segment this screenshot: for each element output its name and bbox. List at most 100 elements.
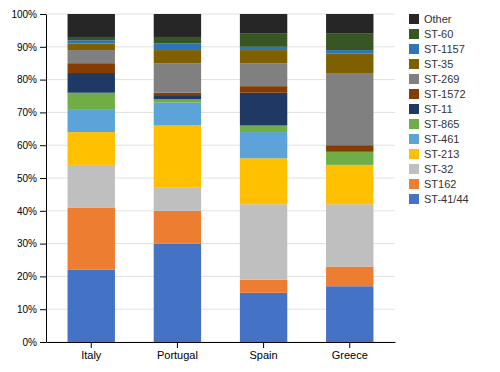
legend-label: ST-461: [424, 133, 459, 145]
y-tick-label: 40%: [17, 206, 37, 217]
bar-segment: [154, 50, 201, 63]
legend-label: ST162: [424, 178, 456, 190]
legend-label: ST-213: [424, 148, 459, 160]
legend-item: ST-41/44: [409, 193, 469, 205]
bar-segment: [154, 93, 201, 96]
y-tick-label: 80%: [17, 74, 37, 85]
bar-segment: [240, 132, 287, 158]
y-tick-label: 30%: [17, 238, 37, 249]
series: [68, 63, 374, 152]
legend-label: ST-269: [424, 73, 459, 85]
legend-swatch: [409, 44, 419, 54]
x-tick-mark: [177, 342, 178, 348]
bar-segment: [240, 280, 287, 293]
bar-segment: [68, 40, 115, 43]
bar-segment: [154, 14, 201, 37]
legend-item: ST-213: [409, 148, 459, 160]
series: [68, 165, 374, 280]
legend-label: ST-1572: [424, 88, 466, 100]
y-tick-mark: [40, 342, 46, 343]
legend-swatch: [409, 194, 419, 204]
legend-item: ST-1157: [409, 43, 465, 55]
bar-segment: [154, 126, 201, 188]
bar-segment: [326, 14, 373, 34]
bar-segment: [68, 208, 115, 270]
bar-segment: [154, 244, 201, 342]
x-tick: Portugal: [157, 342, 198, 361]
y-tick: 100%: [11, 9, 46, 20]
y-tick-label: 60%: [17, 140, 37, 151]
legend-item: ST-1572: [409, 88, 466, 100]
legend: Other ST-60 ST-1157 ST-35 ST-269 ST-1572 ST-11…: [409, 13, 469, 205]
bar-segment: [240, 86, 287, 93]
legend-item: ST-269: [409, 73, 459, 85]
legend-swatch: [409, 74, 419, 84]
bar-segment: [68, 50, 115, 63]
bars: [68, 14, 374, 342]
y-axis: 0%10%20%30%40%50%60%70%80%90%100%: [11, 9, 46, 348]
y-tick: 60%: [17, 140, 46, 151]
y-tick-mark: [40, 276, 46, 277]
bar-segment: [240, 204, 287, 279]
y-tick-mark: [40, 309, 46, 310]
legend-item: ST-461: [409, 133, 459, 145]
series: [68, 14, 374, 37]
legend-item: ST-11: [409, 103, 453, 115]
y-tick-label: 100%: [11, 9, 37, 20]
y-tick: 30%: [17, 238, 46, 249]
legend-swatch: [409, 164, 419, 174]
series: [68, 50, 374, 145]
x-tick-mark: [349, 342, 350, 348]
y-tick: 80%: [17, 74, 46, 85]
grid: [46, 14, 395, 342]
bar-segment: [240, 34, 287, 47]
legend-item: ST-60: [409, 28, 453, 40]
x-tick: Italy: [81, 342, 102, 361]
legend-swatch: [409, 119, 419, 129]
y-tick-mark: [40, 80, 46, 81]
bar-segment: [326, 145, 373, 152]
bar-segment: [326, 34, 373, 50]
bar-segment: [68, 270, 115, 342]
y-axis-line: [46, 15, 47, 343]
legend-item: ST-35: [409, 58, 453, 70]
y-tick-mark: [40, 178, 46, 179]
bar-segment: [326, 152, 373, 165]
y-tick: 20%: [17, 271, 46, 282]
legend-swatch: [409, 29, 419, 39]
legend-label: ST-41/44: [424, 193, 469, 205]
bar-segment: [326, 267, 373, 287]
y-tick: 70%: [17, 107, 46, 118]
x-tick-mark: [263, 342, 264, 348]
bar-segment: [240, 293, 287, 342]
legend-item: ST-865: [409, 118, 459, 130]
x-tick-label: Spain: [250, 349, 278, 361]
x-tick-label: Portugal: [157, 349, 198, 361]
legend-label: ST-32: [424, 163, 453, 175]
bar-segment: [240, 63, 287, 86]
legend-label: Other: [424, 13, 452, 25]
legend-swatch: [409, 89, 419, 99]
y-tick: 50%: [17, 173, 46, 184]
y-tick-mark: [40, 211, 46, 212]
y-tick-mark: [40, 47, 46, 48]
legend-item: ST-32: [409, 163, 453, 175]
bar-segment: [154, 103, 201, 126]
legend-swatch: [409, 149, 419, 159]
bar-segment: [68, 132, 115, 165]
x-tick-mark: [91, 342, 92, 348]
plot: 0%10%20%30%40%50%60%70%80%90%100%ItalyPo…: [11, 9, 395, 361]
bar-segment: [326, 165, 373, 204]
y-tick: 10%: [17, 304, 46, 315]
bar-segment: [240, 93, 287, 126]
x-tick: Spain: [250, 342, 278, 361]
x-tick: Greece: [332, 342, 368, 361]
chart: 0%10%20%30%40%50%60%70%80%90%100%ItalyPo…: [0, 0, 500, 372]
bar-segment: [326, 204, 373, 266]
bar-segment: [154, 99, 201, 102]
x-tick-label: Greece: [332, 349, 368, 361]
bar-segment: [326, 73, 373, 145]
y-tick-label: 90%: [17, 42, 37, 53]
legend-label: ST-11: [424, 103, 453, 115]
legend-label: ST-60: [424, 28, 453, 40]
